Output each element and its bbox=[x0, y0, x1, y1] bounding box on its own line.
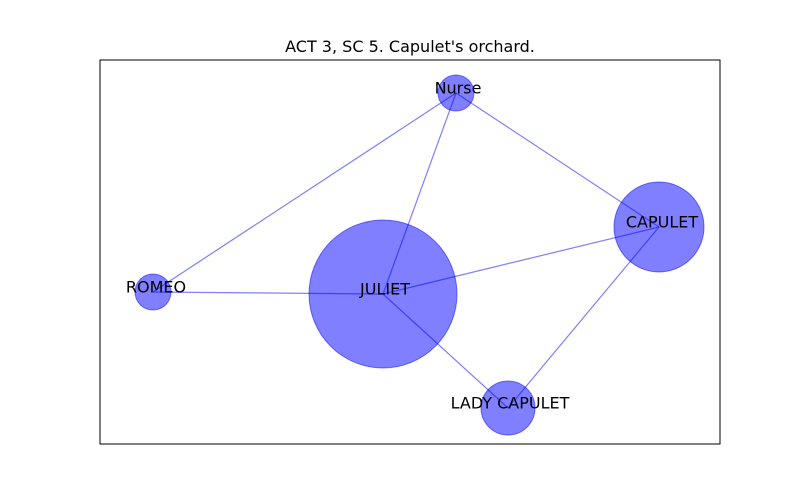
node-label-romeo: ROMEO bbox=[126, 278, 186, 297]
nodes-group bbox=[134, 74, 705, 436]
node-romeo bbox=[134, 273, 172, 311]
node-juliet bbox=[308, 219, 458, 369]
plot-frame bbox=[99, 59, 721, 445]
node-nurse bbox=[437, 74, 475, 112]
node-label-nurse: Nurse bbox=[435, 79, 482, 98]
node-label-lady_capulet: LADY CAPULET bbox=[451, 394, 570, 413]
edge-nurse-romeo bbox=[152, 92, 457, 293]
chart-title: ACT 3, SC 5. Capulet's orchard. bbox=[285, 37, 535, 56]
node-label-juliet: JULIET bbox=[359, 280, 410, 299]
labels-group: Nurse CAPULET ROMEO JULIET LADY CAPULET bbox=[126, 79, 698, 413]
node-label-capulet: CAPULET bbox=[626, 213, 699, 232]
node-capulet bbox=[613, 181, 705, 273]
node-lady_capulet bbox=[480, 380, 536, 436]
